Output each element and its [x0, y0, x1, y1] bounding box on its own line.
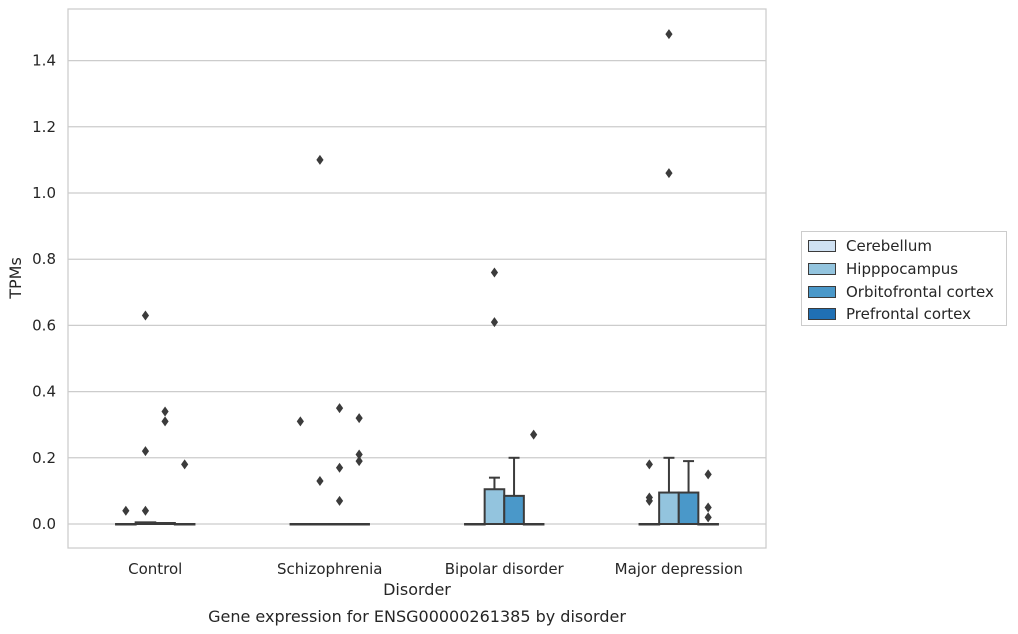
legend-label-orbitofrontal-cortex: Orbitofrontal cortex: [846, 282, 994, 301]
box-cerebellum-control: [115, 523, 137, 526]
outlier-cerebellum-major-depression-0: [645, 459, 653, 470]
box-body-hipppocampus-major-depression: [658, 491, 680, 525]
outlier-orbitofrontal-cortex-control-1: [161, 416, 169, 427]
y-tick-0-2: 0.2: [32, 449, 56, 467]
box-hipppocampus-schizophrenia: [309, 523, 331, 526]
box-hipppocampus-bipolar-disorder: [483, 476, 506, 525]
box-orbitofrontal-cortex-bipolar-disorder: [503, 456, 525, 525]
boxes: [115, 456, 719, 526]
outlier-prefrontal-cortex-bipolar-disorder-0: [530, 429, 538, 440]
outlier-orbitofrontal-cortex-control-0: [161, 406, 169, 417]
outlier-orbitofrontal-cortex-schizophrenia-2: [335, 495, 344, 506]
y-tick-0-0: 0.0: [32, 515, 56, 533]
y-tick-labels: 0.0 0.2 0.4 0.6 0.8 1.0 1.2 1.4: [32, 52, 56, 533]
y-tick-0-6: 0.6: [32, 316, 56, 334]
box-hipppocampus-control: [134, 521, 157, 525]
box-cerebellum-schizophrenia: [289, 523, 312, 526]
box-prefrontal-cortex-major-depression: [697, 523, 719, 526]
x-tick-labels: Control Schizophrenia Bipolar disorder Majo…: [128, 560, 743, 578]
box-cerebellum-bipolar-disorder: [464, 523, 486, 526]
plot-area-frame: [67, 8, 767, 549]
outlier-prefrontal-cortex-major-depression-2: [704, 512, 712, 523]
box-cerebellum-major-depression: [638, 523, 661, 526]
chart-title: Gene expression for ENSG00000261385 by d…: [208, 607, 626, 626]
legend-swatch-cerebellum: [808, 240, 836, 253]
y-tick-1-0: 1.0: [32, 184, 56, 202]
legend-item-orbitofrontal-cortex: Orbitofrontal cortex: [808, 280, 1006, 303]
box-hipppocampus-major-depression: [658, 456, 680, 525]
box-body-hipppocampus-bipolar-disorder: [483, 488, 506, 525]
box-body-orbitofrontal-cortex-major-depression: [677, 491, 700, 525]
outlier-prefrontal-cortex-major-depression-1: [704, 502, 712, 513]
gridlines: [68, 59, 766, 525]
outlier-prefrontal-cortex-control-0: [181, 459, 189, 470]
y-tick-0-4: 0.4: [32, 383, 56, 401]
legend-label-prefrontal-cortex: Prefrontal cortex: [846, 305, 971, 324]
legend-swatch-orbitofrontal-cortex: [808, 285, 836, 298]
y-tick-1-2: 1.2: [32, 118, 56, 136]
outlier-hipppocampus-bipolar-disorder-0: [490, 267, 499, 278]
outliers: [122, 29, 712, 523]
x-tick-major-depression: Major depression: [615, 560, 743, 578]
outlier-prefrontal-cortex-schizophrenia-1: [355, 449, 363, 460]
outlier-cerebellum-schizophrenia-0: [296, 416, 304, 427]
box-prefrontal-cortex-schizophrenia: [348, 523, 370, 526]
outlier-prefrontal-cortex-schizophrenia-2: [355, 456, 363, 467]
outlier-orbitofrontal-cortex-schizophrenia-1: [335, 462, 344, 473]
y-tick-1-4: 1.4: [32, 52, 56, 70]
legend-label-cerebellum: Cerebellum: [846, 237, 932, 256]
x-axis-label: Disorder: [383, 580, 451, 599]
box-orbitofrontal-cortex-control: [154, 522, 176, 526]
outlier-hipppocampus-schizophrenia-0: [316, 154, 324, 165]
outlier-prefrontal-cortex-major-depression-0: [704, 469, 712, 480]
x-tick-bipolar-disorder: Bipolar disorder: [445, 560, 565, 578]
box-prefrontal-cortex-bipolar-disorder: [522, 523, 545, 526]
x-tick-schizophrenia: Schizophrenia: [277, 560, 382, 578]
outlier-prefrontal-cortex-schizophrenia-0: [355, 413, 363, 424]
outlier-hipppocampus-control-2: [141, 505, 150, 516]
legend-item-prefrontal-cortex: Prefrontal cortex: [808, 303, 1006, 326]
box-prefrontal-cortex-control: [173, 523, 196, 526]
outlier-hipppocampus-control-1: [141, 446, 150, 457]
legend-item-hippocampus: Hipppocampus: [808, 258, 1006, 281]
outlier-cerebellum-control-0: [122, 505, 130, 516]
outlier-hipppocampus-major-depression-0: [665, 29, 673, 40]
x-tick-control: Control: [128, 560, 182, 578]
outlier-hipppocampus-major-depression-1: [665, 168, 673, 179]
legend: Cerebellum Hipppocampus Orbitofrontal co…: [801, 231, 1007, 326]
legend-label-hippocampus: Hipppocampus: [846, 260, 959, 279]
legend-item-cerebellum: Cerebellum: [808, 235, 1006, 258]
y-tick-0-8: 0.8: [32, 250, 56, 268]
outlier-cerebellum-major-depression-2: [645, 495, 653, 506]
outlier-hipppocampus-bipolar-disorder-1: [490, 317, 499, 328]
outlier-hipppocampus-schizophrenia-1: [316, 475, 324, 486]
legend-swatch-prefrontal-cortex: [808, 308, 836, 321]
legend-swatch-hippocampus: [808, 263, 836, 276]
outlier-hipppocampus-control-0: [141, 310, 150, 321]
outlier-orbitofrontal-cortex-schizophrenia-0: [335, 403, 344, 414]
box-body-orbitofrontal-cortex-bipolar-disorder: [503, 494, 525, 525]
box-orbitofrontal-cortex-schizophrenia: [328, 523, 351, 526]
box-orbitofrontal-cortex-major-depression: [677, 460, 700, 525]
y-axis-label: TPMs: [6, 257, 25, 300]
